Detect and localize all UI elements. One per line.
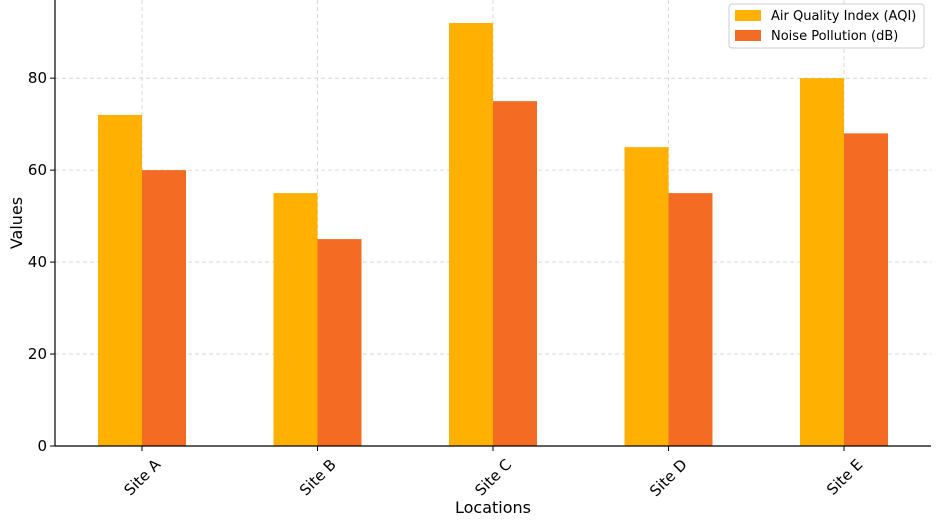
x-axis-title: Locations: [455, 498, 531, 517]
y-tick-label: 60: [28, 161, 47, 179]
legend-box: [728, 3, 925, 49]
legend-swatch-aqi: [735, 10, 761, 21]
x-tick-label: Site D: [646, 456, 691, 501]
bars: [98, 22, 888, 447]
bar-noise: [668, 193, 713, 446]
bar-noise: [142, 170, 186, 446]
x-tick-label: Site C: [471, 456, 515, 500]
legend: Air Quality Index (AQI) Noise Pollution …: [728, 3, 925, 49]
y-tick-label: 20: [28, 345, 47, 363]
x-tick-label: Site A: [121, 455, 165, 499]
bar-aqi: [800, 78, 844, 446]
bar-aqi: [273, 193, 318, 446]
y-tick-label: 40: [28, 253, 47, 271]
x-tick-label: Site B: [296, 456, 340, 500]
bar-aqi: [449, 22, 493, 447]
legend-label-aqi: Air Quality Index (AQI): [771, 9, 916, 24]
x-ticks: Site A Site B Site C Site D Site E: [121, 446, 866, 501]
bar-noise: [844, 133, 888, 446]
bar-noise: [317, 239, 362, 446]
bar-aqi: [624, 147, 669, 446]
y-axis-title: Values: [7, 197, 26, 249]
legend-swatch-noise: [735, 30, 761, 41]
legend-label-noise: Noise Pollution (dB): [771, 29, 898, 44]
y-tick-label: 0: [37, 437, 47, 455]
bar-noise: [493, 101, 537, 447]
bar-aqi: [98, 114, 142, 446]
y-ticks: 0 20 40 60 80: [28, 69, 55, 455]
x-tick-label: Site E: [823, 456, 866, 499]
y-tick-label: 80: [28, 69, 47, 87]
